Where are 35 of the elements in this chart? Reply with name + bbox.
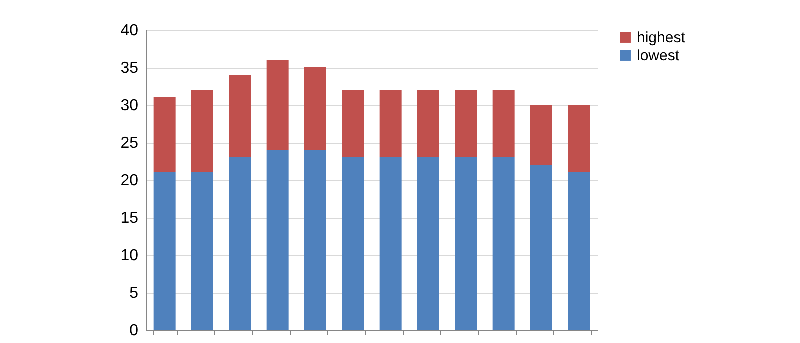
bar [154, 98, 176, 172]
y-tick-label: 20 [120, 172, 139, 190]
bar [342, 158, 364, 330]
bar [455, 90, 478, 158]
bar [530, 165, 552, 330]
bar [192, 172, 214, 330]
y-tick-label: 25 [120, 135, 139, 152]
y-tick-label: 35 [120, 60, 139, 77]
bar [418, 90, 440, 158]
legend-label: highest [637, 30, 686, 46]
bar [154, 172, 176, 330]
bar [568, 172, 590, 330]
y-tick-label: 30 [120, 98, 139, 114]
bar [492, 158, 515, 330]
bar [380, 90, 402, 158]
bar [568, 105, 590, 172]
bar [492, 90, 515, 158]
y-tick-label: 40 [120, 22, 139, 40]
y-tick-label: 0 [130, 322, 139, 340]
bar [342, 90, 364, 158]
legend-label: lowest [637, 48, 680, 64]
bar [530, 105, 552, 165]
bar [304, 150, 326, 330]
bar [266, 150, 289, 330]
y-tick-label: 5 [130, 285, 139, 302]
bar [192, 90, 214, 172]
bar [455, 158, 478, 330]
y-tick-label: 10 [120, 248, 139, 264]
bar [229, 158, 252, 330]
bar [418, 158, 440, 330]
bar [266, 60, 289, 150]
bar [380, 158, 402, 330]
y-tick-label: 15 [120, 210, 139, 227]
bar [304, 68, 326, 150]
bar [229, 75, 252, 158]
